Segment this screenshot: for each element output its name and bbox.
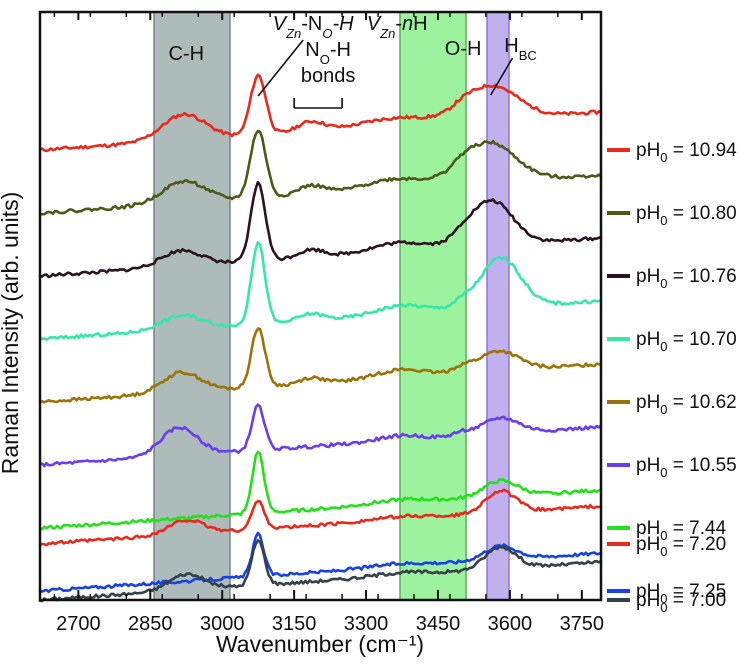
y-axis-title: Raman Intensity (arb. units) [0, 192, 23, 475]
x-axis-title: Wavenumber (cm⁻¹) [216, 631, 424, 657]
ch-band-rect [154, 12, 230, 600]
x-tick-label-3750: 3750 [560, 613, 605, 635]
noh-bonds-label-line2: bonds [301, 65, 356, 87]
oh-label: O-H [445, 38, 482, 60]
x-tick-label-3600: 3600 [488, 613, 533, 635]
chart-svg: 2700 2850 3000 3150 3300 3450 3600 3750 C-HVZn-… [0, 0, 756, 666]
raman-spectra-chart: 2700 2850 3000 3150 3300 3450 3600 3750 C-H VZn-… [0, 0, 756, 666]
ch-band-label: C-H [168, 43, 204, 65]
x-tick-label-2850: 2850 [128, 613, 173, 635]
x-tick-label-2700: 2700 [56, 613, 101, 635]
oh-band-rect [487, 12, 509, 600]
